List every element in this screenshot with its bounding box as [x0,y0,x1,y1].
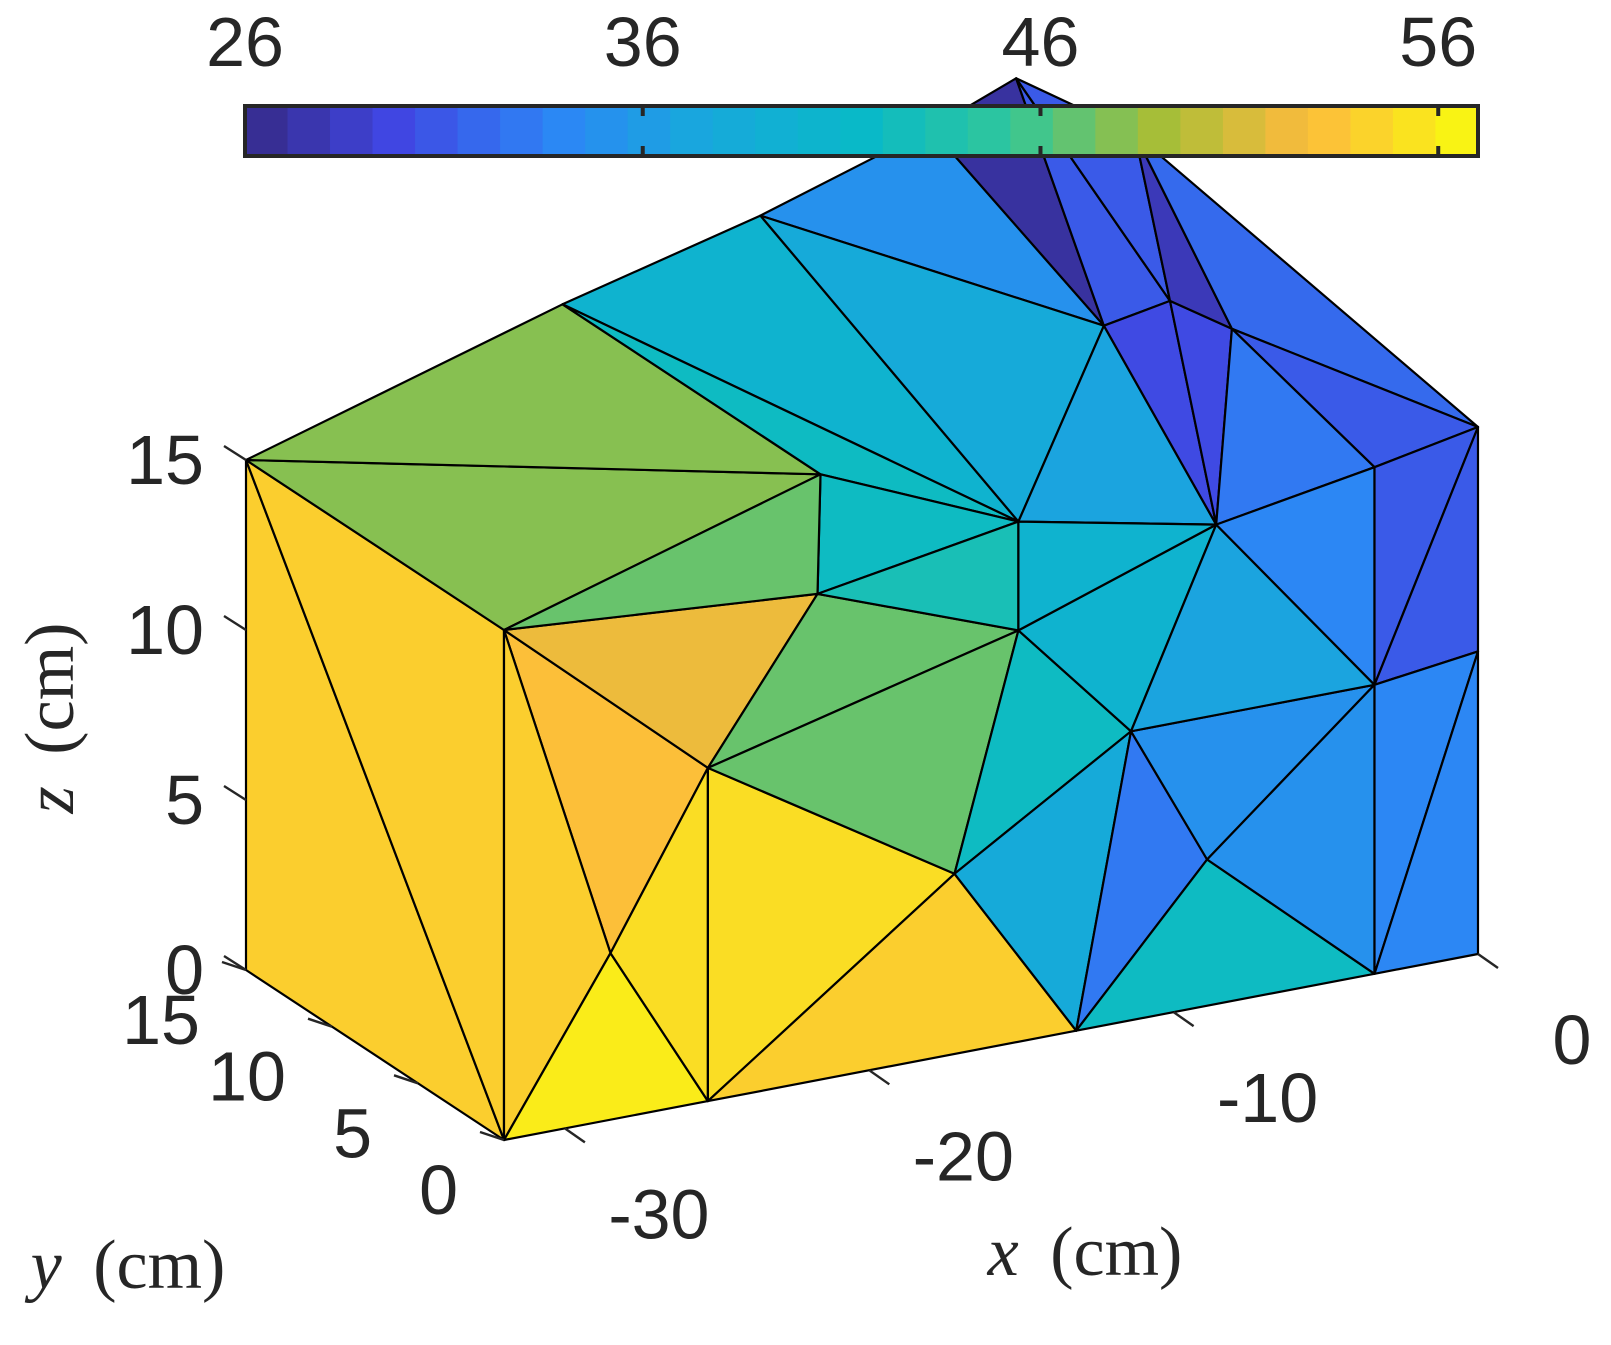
colorbar-cell [712,106,757,156]
colorbar-cell [1392,106,1437,156]
z-axis-tick-label: 0 [165,931,204,1009]
colorbar-cell [542,106,586,156]
y-axis-label: y (cm) [25,1227,226,1304]
colorbar-cell [627,106,671,156]
top-face [244,77,1480,632]
z-axis-tick-label: 10 [126,591,204,669]
front-triangle [1017,520,1218,632]
z-axis-tick-label: 15 [126,421,204,499]
y-axis-tick [393,1074,419,1085]
colorbar-cell [1265,106,1309,156]
x-axis-var: x [987,1214,1019,1291]
colorbar-cell [925,106,969,156]
surface-mesh [244,77,1480,1142]
colorbar-cell [840,106,884,156]
colorbar-tick-label: 36 [604,3,682,81]
y-axis-unit: (cm) [93,1227,225,1304]
x-axis-label: x (cm) [987,1214,1183,1291]
z-axis-tick-label: 5 [165,761,204,839]
front-triangle [1373,650,1480,975]
colorbar [243,104,1480,158]
x-axis-tick [1172,1011,1195,1028]
colorbar-cell [1052,106,1097,156]
colorbar-cell [1180,106,1224,156]
y-axis-var: y [25,1227,63,1304]
colorbar-ticks [243,106,1441,156]
colorbar-cell [372,106,416,156]
colorbar-cell [500,106,544,156]
colorbar-cells [245,106,1479,156]
front-triangle [502,473,822,632]
colorbar-cell [585,106,629,156]
z-axis-tick [223,444,247,462]
y-axis-tick-label: 0 [419,1151,458,1229]
z-axis-unit: (cm) [12,623,89,755]
x-axis-tick [1477,953,1499,969]
y-axis-tick-label: 10 [208,1038,286,1116]
colorbar-cell [245,106,289,156]
colorbar-frame [243,104,1480,158]
x-axis-unit: (cm) [1050,1214,1182,1291]
colorbar-tick-label: 26 [206,3,284,81]
colorbar-cell [330,106,374,156]
colorbar-cell [882,106,927,156]
colorbar-cell [1435,106,1479,156]
colorbar-cell [1307,106,1352,156]
z-axis-tick [223,784,247,802]
colorbar-cell [670,106,714,156]
colorbar-cell [1095,106,1139,156]
z-axis-label: z (cm) [12,623,89,815]
y-axis-tick [479,1130,505,1142]
x-axis-tick-label: -20 [913,1117,1014,1195]
z-axis-tick [223,614,247,632]
colorbar-cell [1350,106,1394,156]
x-axis-tick-label: 0 [1553,1001,1592,1079]
axis-ticks [221,444,1499,1144]
x-axis-tick [564,1127,586,1144]
colorbar-cell [1010,106,1054,156]
colorbar-cell [415,106,459,156]
colorbar-cell [1222,106,1267,156]
colorbar-cell [457,106,501,156]
colorbar-cell [287,106,331,156]
colorbar-tick-label: 56 [1399,3,1477,81]
z-axis-var: z [12,786,89,814]
colorbar-tick-label: 46 [1002,3,1080,81]
x-axis-tick-label: -10 [1217,1059,1318,1137]
colorbar-cell [797,106,842,156]
x-axis-tick [868,1069,890,1086]
y-axis-tick [307,1017,333,1028]
front-face [502,425,1480,1142]
colorbar-cell [1137,106,1182,156]
colorbar-cell [967,106,1012,156]
y-axis-tick-label: 5 [333,1094,372,1172]
y-axis-tick-label: 15 [122,981,200,1059]
x-axis-tick-label: -30 [608,1175,709,1253]
y-axis-tick [221,960,247,972]
colorbar-cell [755,106,799,156]
